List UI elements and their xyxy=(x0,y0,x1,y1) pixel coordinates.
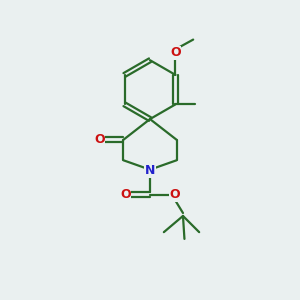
Text: O: O xyxy=(120,188,130,201)
Text: O: O xyxy=(94,133,105,146)
Text: N: N xyxy=(145,164,155,177)
Text: O: O xyxy=(169,188,180,201)
Text: O: O xyxy=(170,46,181,59)
